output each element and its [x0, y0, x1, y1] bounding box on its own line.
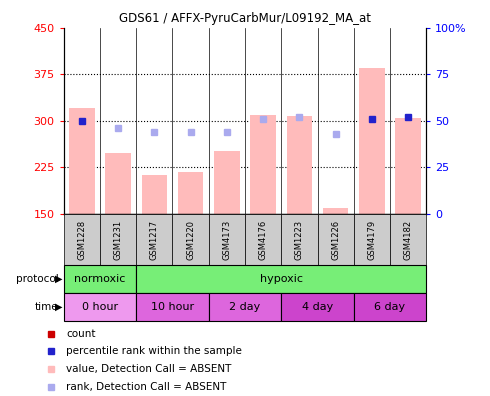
Text: ▶: ▶: [55, 274, 63, 284]
FancyBboxPatch shape: [172, 214, 209, 265]
Title: GDS61 / AFFX-PyruCarbMur/L09192_MA_at: GDS61 / AFFX-PyruCarbMur/L09192_MA_at: [119, 12, 371, 25]
Text: GSM4179: GSM4179: [368, 219, 376, 260]
FancyBboxPatch shape: [209, 293, 281, 321]
Text: GSM4182: GSM4182: [404, 219, 413, 260]
Text: value, Detection Call = ABSENT: value, Detection Call = ABSENT: [66, 364, 232, 374]
Bar: [395, 118, 421, 214]
Bar: [69, 109, 95, 214]
Bar: [250, 114, 276, 214]
Text: GSM1223: GSM1223: [295, 219, 304, 260]
Text: GSM1231: GSM1231: [114, 219, 122, 260]
FancyBboxPatch shape: [64, 265, 136, 293]
Text: rank, Detection Call = ABSENT: rank, Detection Call = ABSENT: [66, 382, 227, 392]
Text: ▶: ▶: [55, 302, 63, 312]
Text: 0 hour: 0 hour: [82, 302, 118, 312]
FancyBboxPatch shape: [354, 214, 390, 265]
FancyBboxPatch shape: [136, 293, 209, 321]
FancyBboxPatch shape: [64, 214, 100, 265]
FancyBboxPatch shape: [64, 293, 136, 321]
Bar: [359, 68, 385, 214]
Bar: [214, 150, 240, 214]
Text: protocol: protocol: [16, 274, 59, 284]
FancyBboxPatch shape: [354, 293, 426, 321]
FancyBboxPatch shape: [281, 214, 318, 265]
FancyBboxPatch shape: [245, 214, 281, 265]
Text: 2 day: 2 day: [229, 302, 261, 312]
Text: normoxic: normoxic: [74, 274, 125, 284]
FancyBboxPatch shape: [318, 214, 354, 265]
Text: time: time: [35, 302, 59, 312]
FancyBboxPatch shape: [390, 214, 426, 265]
Text: 10 hour: 10 hour: [151, 302, 194, 312]
Text: GSM1228: GSM1228: [77, 219, 86, 260]
Bar: [142, 175, 167, 214]
Text: 6 day: 6 day: [374, 302, 406, 312]
Text: count: count: [66, 329, 96, 339]
Text: GSM1226: GSM1226: [331, 219, 340, 260]
Bar: [287, 116, 312, 214]
Text: GSM4173: GSM4173: [222, 219, 231, 260]
Bar: [323, 208, 348, 214]
FancyBboxPatch shape: [136, 214, 172, 265]
Bar: [178, 171, 203, 214]
Text: 4 day: 4 day: [302, 302, 333, 312]
Text: percentile rank within the sample: percentile rank within the sample: [66, 346, 242, 356]
Text: GSM1220: GSM1220: [186, 219, 195, 260]
FancyBboxPatch shape: [100, 214, 136, 265]
FancyBboxPatch shape: [209, 214, 245, 265]
Bar: [105, 153, 131, 214]
FancyBboxPatch shape: [136, 265, 426, 293]
Text: hypoxic: hypoxic: [260, 274, 303, 284]
Text: GSM1217: GSM1217: [150, 219, 159, 260]
FancyBboxPatch shape: [281, 293, 354, 321]
Text: GSM4176: GSM4176: [259, 219, 268, 260]
